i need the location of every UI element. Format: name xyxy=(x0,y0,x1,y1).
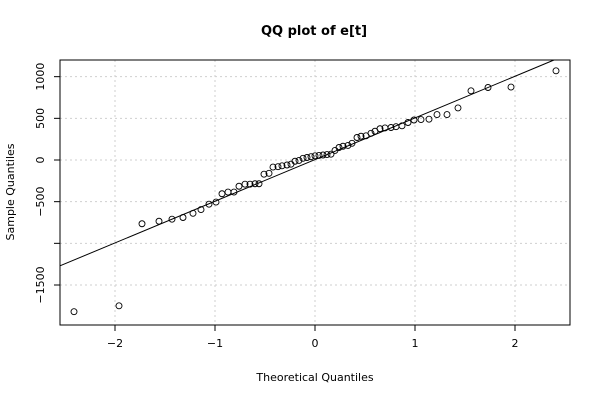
chart-title: QQ plot of e[t] xyxy=(261,24,367,39)
y-tick-label: 1000 xyxy=(34,63,47,91)
data-point xyxy=(155,217,163,225)
data-point xyxy=(404,119,412,126)
x-tick-label: 0 xyxy=(312,337,319,350)
data-point xyxy=(311,152,319,160)
data-point xyxy=(552,67,560,75)
x-tick-label: 2 xyxy=(512,337,519,350)
data-point xyxy=(484,84,492,91)
x-tick-label: 1 xyxy=(412,337,419,350)
data-point xyxy=(387,124,395,131)
data-point xyxy=(307,153,315,161)
data-point xyxy=(376,125,384,133)
x-axis-label: Theoretical Quantiles xyxy=(255,371,373,384)
data-point xyxy=(287,160,295,168)
grid-layer xyxy=(60,60,570,325)
x-tick-label: −2 xyxy=(107,337,123,350)
data-point xyxy=(269,163,277,171)
data-point xyxy=(467,87,475,95)
data-point xyxy=(291,157,299,165)
data-point xyxy=(212,198,220,206)
data-point xyxy=(138,220,146,228)
data-point xyxy=(205,200,213,208)
y-axis-label: Sample Quantiles xyxy=(4,143,17,240)
data-point xyxy=(235,182,243,190)
data-point xyxy=(189,209,197,217)
x-axis: −2 −1 0 1 2 xyxy=(107,325,519,350)
data-point xyxy=(168,215,176,223)
data-point xyxy=(454,104,462,112)
data-point xyxy=(357,132,365,140)
data-point xyxy=(224,188,232,196)
data-point xyxy=(367,129,375,137)
data-point xyxy=(315,151,323,159)
data-point xyxy=(323,151,331,159)
data-point xyxy=(218,190,226,198)
data-point xyxy=(299,154,307,162)
y-tick-label: −1500 xyxy=(34,266,47,303)
data-point xyxy=(260,170,268,178)
data-point xyxy=(251,180,259,188)
data-point xyxy=(398,122,406,130)
data-point xyxy=(417,116,425,124)
data-point xyxy=(278,162,286,170)
data-point xyxy=(353,134,361,141)
data-point xyxy=(348,139,356,147)
data-point xyxy=(410,116,418,124)
data-point xyxy=(283,161,291,169)
data-point xyxy=(335,144,343,151)
data-point xyxy=(241,180,249,188)
data-point xyxy=(507,83,515,91)
data-point xyxy=(70,308,78,316)
data-point xyxy=(179,214,187,221)
data-point xyxy=(344,141,352,149)
reference-line-layer xyxy=(59,59,555,267)
data-point xyxy=(274,163,282,171)
y-tick-label: 0 xyxy=(34,157,47,164)
data-point xyxy=(115,302,123,310)
data-point xyxy=(230,188,238,196)
data-point xyxy=(433,111,441,119)
data-point xyxy=(265,169,273,177)
qq-reference-line xyxy=(59,59,555,267)
x-tick-label: −1 xyxy=(207,337,223,350)
points-layer xyxy=(70,67,560,316)
data-point xyxy=(339,142,347,150)
data-point xyxy=(319,151,327,159)
y-tick-label: 500 xyxy=(34,108,47,129)
data-point xyxy=(255,180,263,188)
data-point xyxy=(303,154,311,161)
data-point xyxy=(425,115,433,123)
data-point xyxy=(246,180,254,188)
y-axis: −1500 −500 0 500 1000 xyxy=(34,63,60,304)
data-point xyxy=(197,206,205,214)
data-point xyxy=(443,111,451,119)
data-point xyxy=(295,156,303,164)
y-tick-label: −500 xyxy=(34,187,47,217)
data-point xyxy=(327,150,335,158)
